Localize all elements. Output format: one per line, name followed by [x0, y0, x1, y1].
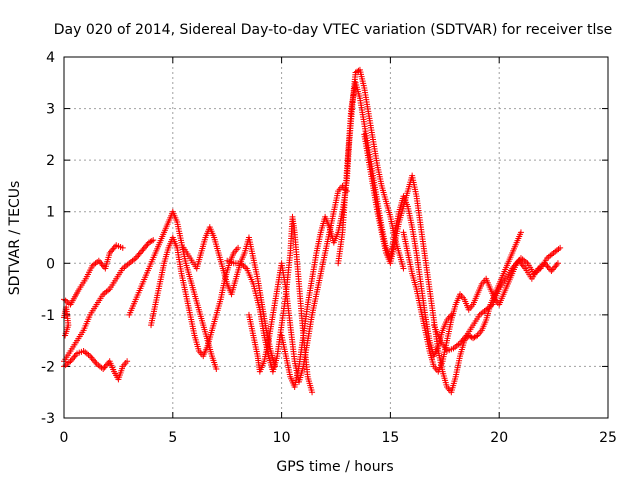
series-track-13 — [400, 229, 564, 375]
data-point — [143, 242, 150, 249]
data-point — [109, 246, 116, 253]
x-axis-title: GPS time / hours — [276, 459, 393, 475]
x-tick-label: 10 — [273, 430, 291, 446]
data-point — [71, 353, 78, 360]
data-point — [548, 268, 555, 275]
data-point — [235, 244, 242, 251]
series-track-5 — [126, 208, 220, 373]
data-point — [62, 332, 69, 339]
data-point — [111, 243, 118, 250]
data-point — [124, 358, 131, 365]
data-point — [134, 253, 141, 260]
data-point — [91, 357, 98, 364]
data-point — [557, 244, 564, 251]
series-track-11 — [335, 79, 455, 360]
data-point — [552, 263, 559, 270]
data-point — [309, 389, 316, 396]
x-tick-label: 0 — [60, 430, 69, 446]
data-point — [553, 261, 560, 268]
data-point — [213, 366, 220, 373]
data-point — [400, 265, 407, 272]
y-axis-title: SDTVAR / TECUs — [7, 181, 23, 296]
x-tick-label: 25 — [599, 430, 617, 446]
data-point — [517, 229, 524, 236]
series-track-14 — [430, 257, 561, 354]
data-point — [138, 248, 145, 255]
axis-ticks: 0 5 10 15 20 25 -3 -2 -1 0 1 2 3 4 — [41, 50, 617, 446]
y-tick-label: -2 — [41, 359, 55, 375]
y-tick-label: 4 — [46, 50, 55, 66]
data-point — [148, 237, 155, 244]
y-tick-label: 0 — [46, 256, 55, 272]
series-track-1 — [61, 242, 126, 308]
y-tick-label: 2 — [46, 153, 55, 169]
data-point — [545, 264, 552, 271]
data-point — [135, 252, 142, 259]
data-point — [101, 364, 108, 371]
data-point — [70, 355, 77, 362]
y-tick-label: 3 — [46, 102, 55, 118]
data-point — [88, 354, 95, 361]
data-point — [136, 250, 143, 257]
data-point — [139, 247, 146, 254]
data-point — [92, 359, 99, 366]
plot-frame — [63, 56, 609, 419]
y-tick-label: 1 — [46, 205, 55, 221]
chart-title: Day 020 of 2014, Sidereal Day-to-day VTE… — [54, 22, 613, 38]
series-track-4 — [61, 304, 72, 339]
data-point — [551, 264, 558, 271]
data-point — [97, 259, 104, 266]
series-track-3 — [61, 347, 131, 383]
data-point — [150, 237, 157, 244]
data-point — [68, 356, 75, 363]
y-tick-label: -3 — [41, 411, 55, 427]
x-tick-label: 5 — [168, 430, 177, 446]
data-point — [89, 356, 96, 363]
series-track-2 — [61, 237, 157, 365]
x-tick-label: 20 — [490, 430, 508, 446]
data-point — [472, 333, 479, 340]
data-point — [119, 244, 126, 251]
data-point — [140, 245, 147, 252]
series-track-6 — [148, 234, 242, 360]
series-track-8 — [224, 213, 316, 396]
data-point — [549, 266, 556, 273]
data-points — [61, 66, 564, 396]
y-tick-label: -1 — [41, 308, 55, 324]
x-tick-label: 15 — [381, 430, 399, 446]
data-point — [554, 260, 561, 267]
data-point — [141, 244, 148, 251]
